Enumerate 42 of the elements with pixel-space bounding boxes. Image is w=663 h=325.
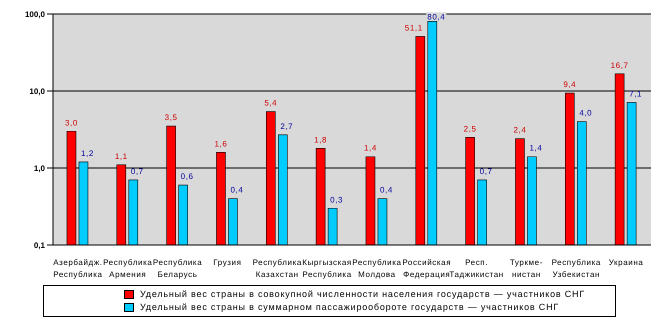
data-label: 1,4 [529,144,542,153]
data-label: 0,6 [180,172,194,182]
data-label: 0,3 [330,195,344,204]
data-label: 3,0 [64,118,78,128]
data-label: 0,4 [230,186,244,195]
x-tick-label: Туркме- нистан [510,258,543,279]
data-label: 0,7 [130,166,144,176]
y-tick-label: 100,0 [24,10,46,19]
x-tick-label: Азербайдж. Республика [53,258,103,279]
x-tick-label: Кыргызская Республика [302,258,352,279]
data-label: 7,1 [629,89,642,98]
data-label: 16,7 [610,60,629,70]
data-label: 51,1 [404,23,423,32]
y-tick-label: 1,0 [34,164,46,173]
x-tick-label: Российская Федерация [402,258,452,279]
data-label: 0,7 [480,166,493,176]
data-label: 1,2 [80,148,94,158]
data-label: 2,7 [280,122,294,131]
data-label: 4,0 [579,108,592,118]
data-label: 9,4 [563,80,576,90]
x-tick-label: Республика Казахстан [252,258,302,279]
x-tick-label: Республика Армения [103,258,152,279]
x-tick-label: Республика Молдова [352,258,402,279]
data-label: 2,5 [464,124,477,134]
x-tick-label: Республика Узбекистан [552,258,601,279]
x-tick-label: Украина [608,258,644,267]
legend-label: Удельный вес страны в суммарном пассажирообороте государств — участников СНГ [140,301,560,314]
data-label: 1,6 [214,139,228,148]
data-label: 1,4 [364,144,377,153]
x-tick-label: Респ. Таджикистан [449,258,504,279]
data-label: 0,4 [380,186,393,195]
data-label: 2,4 [513,126,526,135]
data-label: 1,8 [314,135,328,144]
y-tick-label: 10,0 [29,86,46,96]
data-label: 5,4 [264,98,278,108]
y-tick-label: 0,1 [34,240,46,250]
data-label: 1,1 [114,152,128,161]
x-tick-label: Республика Беларусь [152,258,202,279]
x-tick-label: Грузия [213,258,242,267]
legend-label: Удельный вес страны в совокупной численности населения государств — участников СНГ [140,288,586,301]
data-label: 3,5 [164,113,178,122]
data-label: 80,4 [427,12,446,22]
